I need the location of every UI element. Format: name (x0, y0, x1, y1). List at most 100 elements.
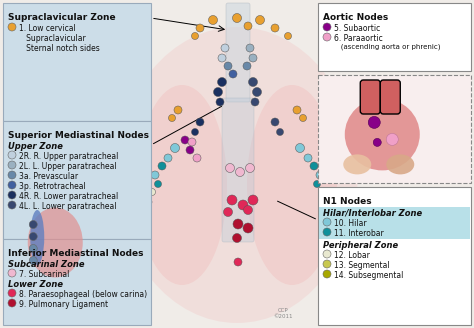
Circle shape (139, 218, 147, 226)
Ellipse shape (247, 85, 337, 285)
Circle shape (248, 77, 257, 87)
Circle shape (188, 138, 196, 146)
Circle shape (221, 44, 229, 52)
Circle shape (238, 200, 248, 210)
Circle shape (196, 24, 204, 32)
Text: 8. Paraesophageal (below carina): 8. Paraesophageal (below carina) (19, 290, 147, 299)
Circle shape (155, 180, 162, 188)
Circle shape (233, 234, 241, 242)
Circle shape (276, 129, 283, 135)
Circle shape (251, 98, 259, 106)
Circle shape (191, 32, 199, 39)
Circle shape (193, 154, 201, 162)
Ellipse shape (343, 154, 371, 174)
Text: 4R. R. Lower paratracheal: 4R. R. Lower paratracheal (19, 192, 118, 201)
Text: 14. Subsegmental: 14. Subsegmental (334, 271, 403, 280)
Circle shape (218, 54, 226, 62)
Text: 11. Interobar: 11. Interobar (334, 229, 384, 238)
Circle shape (243, 62, 251, 70)
Text: Supraclavicular Zone: Supraclavicular Zone (8, 13, 116, 22)
Ellipse shape (386, 154, 414, 174)
Text: Subcarinal Zone: Subcarinal Zone (8, 260, 84, 269)
Circle shape (227, 195, 237, 205)
Circle shape (229, 70, 237, 78)
Text: Peripheral Zone: Peripheral Zone (323, 241, 398, 250)
FancyBboxPatch shape (3, 239, 151, 325)
Text: 3a. Prevascular: 3a. Prevascular (19, 172, 78, 181)
Text: 12. Lobar: 12. Lobar (334, 251, 370, 260)
Text: 6. Paraaortic: 6. Paraaortic (334, 34, 383, 43)
Circle shape (293, 106, 301, 114)
Circle shape (331, 253, 338, 259)
Circle shape (243, 223, 253, 233)
FancyBboxPatch shape (318, 187, 471, 325)
Circle shape (8, 161, 16, 169)
Ellipse shape (116, 27, 358, 323)
FancyBboxPatch shape (3, 3, 151, 121)
Circle shape (373, 138, 381, 146)
Circle shape (300, 114, 307, 121)
Text: (ascending aorta or phrenic): (ascending aorta or phrenic) (334, 44, 440, 51)
Circle shape (313, 180, 320, 188)
Circle shape (181, 136, 189, 144)
Circle shape (330, 241, 336, 247)
Circle shape (137, 229, 144, 236)
Circle shape (8, 191, 16, 199)
Circle shape (213, 88, 222, 96)
Circle shape (295, 144, 304, 153)
Circle shape (218, 77, 227, 87)
Circle shape (244, 22, 252, 30)
Circle shape (29, 233, 37, 240)
Circle shape (151, 171, 159, 179)
FancyBboxPatch shape (3, 121, 151, 239)
Circle shape (328, 218, 336, 226)
Circle shape (191, 129, 199, 135)
Text: Inferior Mediastinal Nodes: Inferior Mediastinal Nodes (8, 249, 144, 258)
Ellipse shape (28, 208, 83, 277)
Circle shape (224, 62, 232, 70)
Text: Sternal notch sides: Sternal notch sides (19, 44, 100, 53)
Circle shape (142, 209, 148, 215)
Circle shape (224, 208, 233, 216)
Circle shape (244, 206, 253, 215)
Text: 9. Pulmonary Ligament: 9. Pulmonary Ligament (19, 300, 108, 309)
Circle shape (284, 32, 292, 39)
Circle shape (8, 299, 16, 307)
Circle shape (8, 289, 16, 297)
Text: 3p. Retrotracheal: 3p. Retrotracheal (19, 182, 86, 191)
Circle shape (148, 189, 155, 195)
Circle shape (8, 171, 16, 179)
Circle shape (248, 195, 258, 205)
Circle shape (174, 106, 182, 114)
Text: 5. Subaortic: 5. Subaortic (334, 24, 380, 33)
Circle shape (323, 270, 331, 278)
Circle shape (209, 15, 218, 25)
Circle shape (249, 54, 257, 62)
Text: 1. Low cervical: 1. Low cervical (19, 24, 76, 33)
Circle shape (8, 201, 16, 209)
FancyBboxPatch shape (318, 75, 471, 183)
Circle shape (236, 168, 245, 176)
Circle shape (323, 260, 331, 268)
Circle shape (271, 118, 279, 126)
Circle shape (271, 24, 279, 32)
Circle shape (137, 253, 144, 259)
Circle shape (386, 133, 398, 145)
Circle shape (255, 15, 264, 25)
Circle shape (29, 256, 37, 264)
Text: Lower Zone: Lower Zone (8, 280, 63, 289)
Circle shape (323, 23, 331, 31)
Circle shape (233, 13, 241, 23)
Circle shape (171, 144, 180, 153)
Text: 2R. R. Upper paratracheal: 2R. R. Upper paratracheal (19, 152, 118, 161)
Circle shape (331, 229, 338, 236)
Text: 10. Hilar: 10. Hilar (334, 219, 366, 228)
Text: Upper Zone: Upper Zone (8, 142, 63, 151)
Text: N1 Nodes: N1 Nodes (323, 197, 372, 206)
Circle shape (327, 209, 334, 215)
Circle shape (8, 269, 16, 277)
Circle shape (246, 163, 255, 173)
Circle shape (323, 198, 331, 206)
Circle shape (234, 258, 242, 266)
FancyBboxPatch shape (319, 207, 470, 239)
